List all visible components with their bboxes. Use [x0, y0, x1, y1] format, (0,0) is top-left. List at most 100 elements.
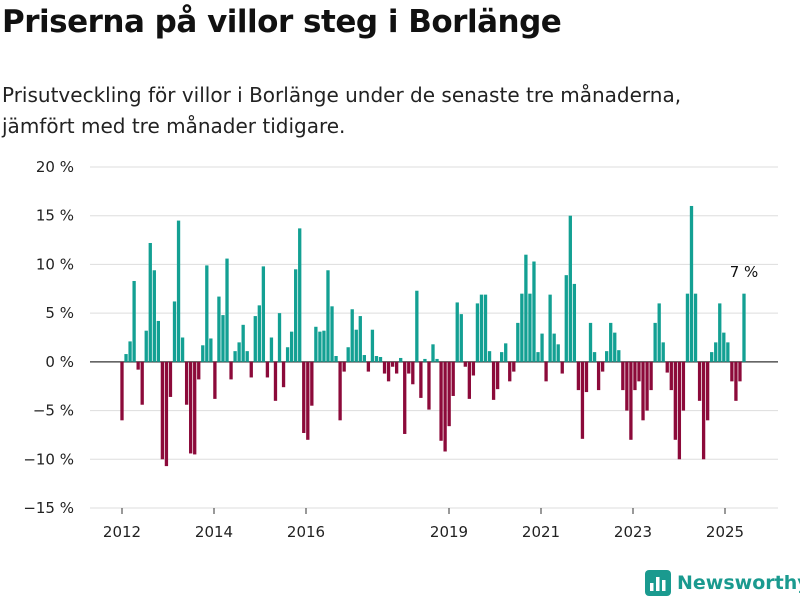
bar — [390, 361, 395, 367]
bar — [439, 361, 443, 441]
x-tick-label: 2012 — [103, 523, 141, 541]
bar — [637, 361, 641, 382]
bar — [459, 314, 463, 362]
bar — [237, 342, 241, 362]
bar — [645, 361, 649, 411]
bar — [738, 361, 742, 382]
bar — [152, 270, 156, 362]
bar — [447, 361, 451, 427]
bar — [419, 361, 423, 398]
bar — [366, 361, 371, 372]
bar — [294, 269, 298, 362]
bar — [730, 361, 734, 382]
bar — [714, 342, 718, 362]
bar — [560, 361, 564, 374]
x-tick-label: 2025 — [706, 523, 744, 541]
bar — [548, 294, 552, 362]
bar — [657, 303, 661, 362]
bar — [407, 361, 411, 374]
bar — [193, 361, 197, 455]
bar — [403, 361, 407, 434]
bar — [649, 361, 653, 391]
brand-logo[interactable]: Newsworthy — [645, 569, 800, 597]
bar — [257, 305, 261, 362]
bar — [592, 352, 597, 362]
bar — [427, 361, 431, 410]
bar — [386, 361, 391, 382]
bar — [289, 331, 294, 362]
bar — [128, 341, 132, 362]
bar — [564, 275, 568, 362]
bar — [520, 293, 524, 362]
brand-name: Newsworthy — [677, 572, 800, 594]
bar — [168, 361, 173, 397]
bar — [609, 322, 613, 362]
bar — [584, 361, 589, 393]
bar — [302, 361, 306, 433]
bar — [180, 337, 185, 362]
bar — [479, 294, 484, 362]
bar — [172, 301, 177, 362]
bar — [411, 361, 415, 385]
bar — [532, 261, 536, 362]
bar — [362, 355, 366, 362]
bar — [213, 361, 217, 399]
y-tick-label: 20 % — [36, 158, 74, 176]
bar — [330, 306, 334, 362]
bar — [184, 361, 189, 405]
bar — [370, 329, 375, 362]
bar — [229, 361, 233, 380]
bar — [528, 293, 532, 362]
bar — [540, 333, 544, 362]
bar — [641, 361, 645, 421]
bar — [310, 361, 314, 406]
bar — [144, 330, 148, 362]
bar — [176, 220, 181, 362]
chart-subtitle: Prisutveckling för villor i Borlänge und… — [2, 80, 792, 142]
bar — [164, 361, 169, 467]
bar — [705, 361, 710, 421]
bar — [269, 337, 274, 362]
bar — [306, 361, 310, 440]
bar — [394, 361, 399, 374]
bar — [512, 361, 516, 372]
bar — [508, 361, 512, 382]
bar — [516, 322, 520, 362]
bar — [136, 361, 140, 370]
bar — [625, 361, 629, 411]
bar — [576, 361, 581, 391]
subtitle-line-1: Prisutveckling för villor i Borlänge und… — [2, 83, 682, 107]
bar — [487, 351, 492, 362]
bar — [661, 342, 665, 362]
bar — [653, 322, 657, 362]
bar — [588, 322, 593, 362]
bar — [544, 361, 548, 382]
bar — [463, 361, 467, 367]
bar — [669, 361, 673, 391]
bar — [399, 357, 403, 362]
bar — [665, 361, 669, 373]
y-tick-label: −10 % — [23, 450, 74, 468]
bar — [233, 351, 237, 362]
bar — [265, 361, 270, 378]
bar — [277, 313, 282, 362]
bars — [120, 205, 746, 467]
bar — [354, 329, 358, 362]
bar — [621, 361, 625, 391]
bar — [710, 352, 714, 362]
bar — [443, 361, 447, 452]
bar — [742, 293, 746, 362]
bar — [350, 309, 354, 362]
bar — [326, 270, 330, 362]
bar — [189, 361, 193, 454]
bar — [568, 215, 572, 362]
bar — [209, 338, 213, 362]
x-axis-ticks: 2012 2014 2016 2019 2021 2023 2025 — [103, 508, 744, 541]
bar — [415, 290, 419, 362]
bar — [677, 361, 682, 460]
bar — [681, 361, 686, 411]
bar — [322, 330, 326, 362]
bar — [572, 283, 577, 362]
bar — [701, 361, 706, 460]
